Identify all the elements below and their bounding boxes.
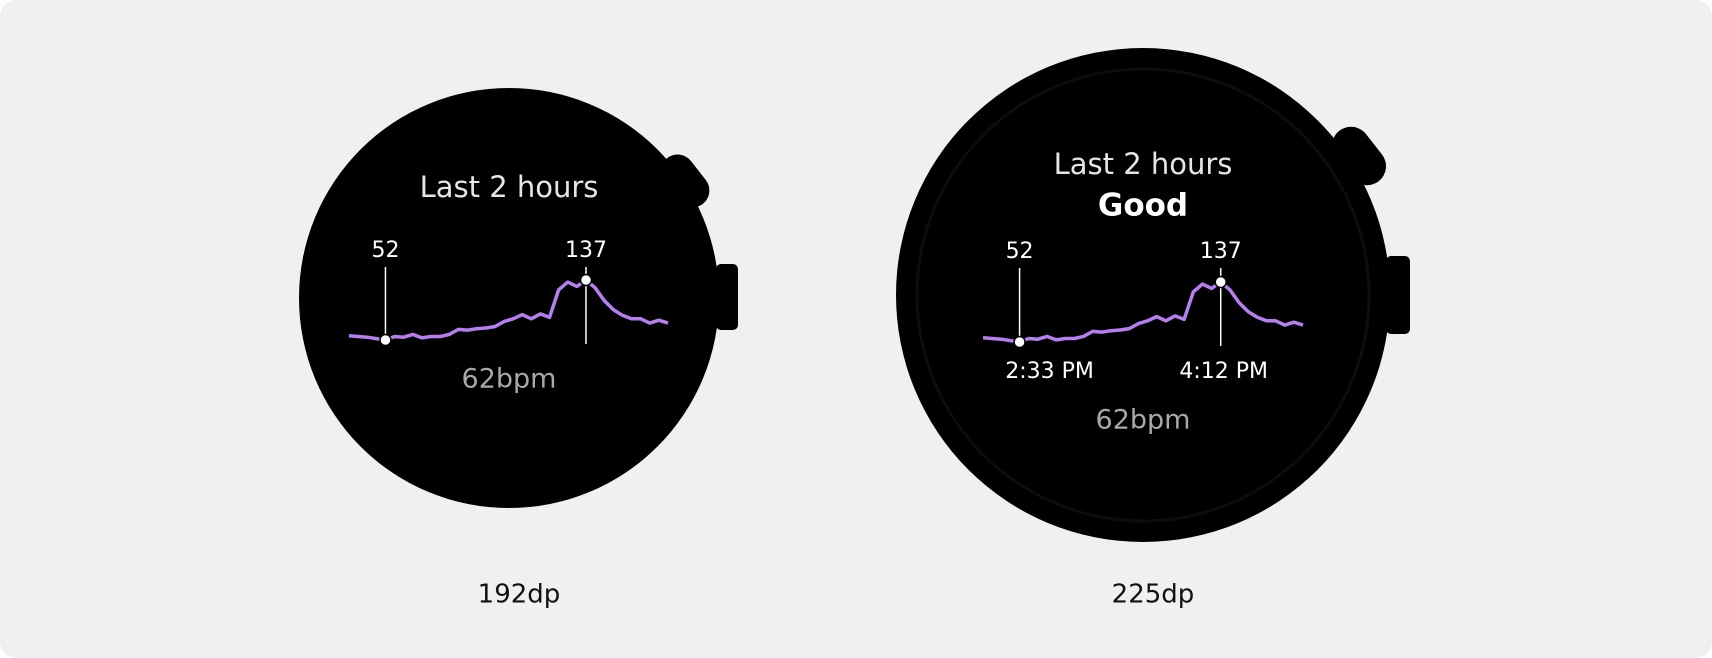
marker-dot	[579, 273, 593, 287]
size-label: 225dp	[1112, 580, 1195, 610]
watch-small	[299, 88, 738, 508]
heart-rate-line	[348, 278, 669, 342]
bezel	[915, 67, 1371, 523]
marker-dot	[1214, 275, 1227, 289]
title: Last 2 hours	[1054, 147, 1233, 181]
current-rate: 62bpm	[462, 364, 557, 395]
status: Good	[1098, 188, 1188, 224]
marker-label: 52	[371, 238, 399, 263]
marker-label: 137	[1200, 239, 1242, 264]
marker-dot	[379, 333, 392, 347]
crown	[1331, 126, 1387, 186]
watch-face	[896, 48, 1390, 542]
title: Last 2 hours	[420, 170, 599, 204]
watch-large	[896, 48, 1410, 542]
size-label: 192dp	[478, 580, 561, 610]
time-label: 2:33 PM	[1005, 359, 1094, 384]
current-rate: 62bpm	[1096, 405, 1191, 436]
heart-rate-line	[982, 280, 1304, 344]
marker-label: 137	[565, 238, 607, 263]
time-label: 4:12 PM	[1179, 359, 1268, 384]
button	[716, 264, 738, 330]
button	[1386, 256, 1410, 334]
watch-face	[299, 88, 719, 508]
marker-dot	[1013, 335, 1026, 349]
marker-label: 52	[1006, 239, 1034, 264]
